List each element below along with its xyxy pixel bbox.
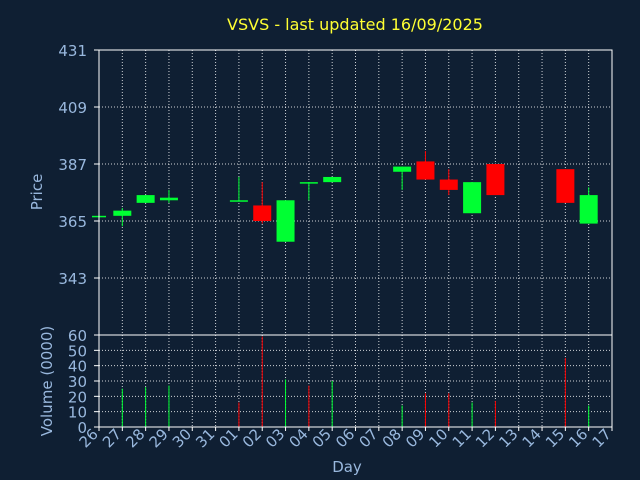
candle-body [463, 182, 482, 214]
volume-tick-label: 10 [68, 404, 87, 422]
price-y-ticks: 431 409 387 365 343 [58, 42, 99, 288]
candle-body [439, 179, 458, 190]
candle [253, 182, 272, 224]
candle [486, 164, 505, 196]
price-tick-label: 431 [58, 42, 87, 60]
day-tick-label: 03 [262, 425, 288, 451]
volume-tick-label: 20 [68, 388, 87, 406]
candle [229, 176, 248, 202]
volume-bars [121, 336, 590, 427]
day-tick-label: 11 [449, 425, 475, 451]
day-tick-label: 15 [542, 425, 568, 451]
day-tick-label: 06 [332, 425, 358, 451]
day-tick-label: 29 [146, 425, 172, 451]
candle-body [393, 166, 412, 172]
chart-title: VSVS - last updated 16/09/2025 [227, 15, 483, 34]
day-tick-label: 10 [425, 425, 451, 451]
volume-tick-label: 40 [68, 358, 87, 376]
candle [276, 200, 295, 242]
candle-body [159, 197, 178, 201]
candle [113, 208, 132, 227]
day-tick-label: 02 [239, 425, 265, 451]
candle [393, 166, 412, 190]
day-tick-label: 27 [99, 425, 125, 451]
candle-body [299, 182, 318, 184]
price-tick-label: 409 [58, 99, 87, 117]
candle-body [136, 195, 155, 203]
day-tick-label: 08 [379, 425, 405, 451]
candle-body [323, 176, 342, 183]
candle-body [113, 210, 132, 216]
price-y-axis-label: Price [28, 174, 46, 211]
candle [323, 176, 342, 183]
candle [136, 195, 155, 203]
day-tick-label: 12 [472, 425, 498, 451]
day-tick-label: 14 [519, 425, 545, 451]
day-tick-label: 16 [565, 425, 591, 451]
day-tick-label: 09 [402, 425, 428, 451]
volume-tick-label: 30 [68, 373, 87, 391]
candle [299, 182, 318, 201]
day-tick-label: 04 [285, 425, 311, 451]
candle [439, 169, 458, 196]
candle-body [556, 169, 575, 203]
volume-tick-label: 60 [68, 327, 87, 345]
day-axis-label: Day [332, 458, 362, 476]
price-tick-label: 387 [58, 156, 87, 174]
volume-grid [99, 335, 612, 427]
price-candles [92, 151, 598, 242]
day-tick-label: 28 [122, 425, 148, 451]
price-tick-label: 343 [58, 270, 87, 288]
day-tick-label: 30 [169, 425, 195, 451]
day-tick-label: 13 [495, 425, 521, 451]
candle-body [416, 161, 435, 180]
candle-body [486, 164, 505, 196]
day-axis-ticks: 2627282930310102030405060708091011121314… [76, 425, 615, 451]
candle [579, 187, 598, 224]
volume-y-axis-label: Volume (0000) [38, 326, 56, 436]
day-tick-label: 01 [216, 425, 242, 451]
price-grid [99, 50, 612, 335]
volume-tick-label: 50 [68, 342, 87, 360]
candle-body [579, 195, 598, 224]
day-tick-label: 07 [355, 425, 381, 451]
candle [556, 169, 575, 203]
price-tick-label: 365 [58, 213, 87, 231]
candle-body [276, 200, 295, 242]
candle-body [253, 205, 272, 221]
candle [159, 189, 178, 203]
day-tick-label: 05 [309, 425, 335, 451]
candle-body [229, 200, 248, 202]
day-tick-label: 17 [589, 425, 615, 451]
candle [416, 151, 435, 180]
volume-tick-label: 0 [77, 419, 87, 437]
candle [463, 182, 482, 214]
day-tick-label: 31 [192, 425, 218, 451]
